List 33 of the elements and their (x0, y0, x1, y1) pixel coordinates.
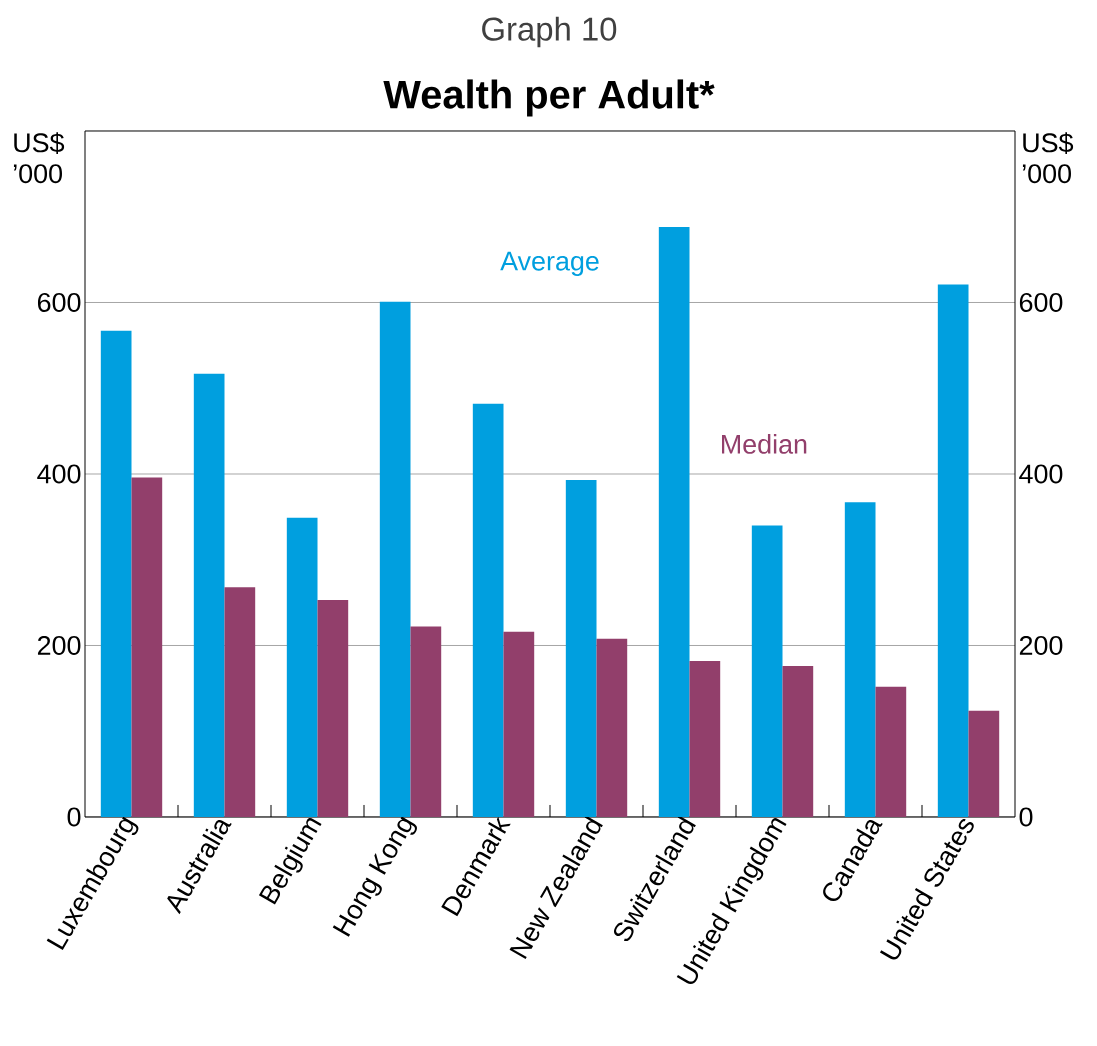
bar (937, 284, 969, 817)
bar (844, 502, 876, 817)
y-tick-label: 200 (37, 635, 81, 656)
y2-tick-label: 600 (1019, 292, 1063, 313)
bar (689, 660, 721, 817)
y2-tick-label: 0 (1019, 807, 1033, 827)
bar (131, 477, 163, 817)
bar (782, 666, 814, 817)
y2-axis-title: US$ ’000 (1022, 132, 1074, 184)
bar (472, 403, 504, 817)
bar (875, 686, 907, 817)
bar (503, 631, 535, 817)
y-tick-label: 400 (37, 464, 81, 484)
bar (565, 479, 597, 817)
bar (596, 638, 628, 817)
bar (100, 330, 132, 817)
chart-subtitle: Graph 10 (482, 16, 617, 48)
bar (658, 227, 690, 817)
text: Median (722, 434, 807, 454)
bar (968, 710, 1000, 817)
bar (286, 517, 318, 817)
y2-tick-label: 400 (1019, 464, 1063, 484)
text: Average (500, 251, 599, 276)
y-axis-title: US$ ’000 (13, 132, 65, 184)
bar (193, 373, 225, 817)
bar (317, 600, 349, 817)
y2-tick-label: 200 (1019, 635, 1063, 656)
bar (410, 626, 442, 817)
bar (224, 587, 256, 817)
chart-title: Wealth per Adult* (383, 79, 715, 117)
bar (751, 525, 783, 817)
bar (379, 301, 411, 817)
y-tick-label: 600 (37, 292, 81, 313)
